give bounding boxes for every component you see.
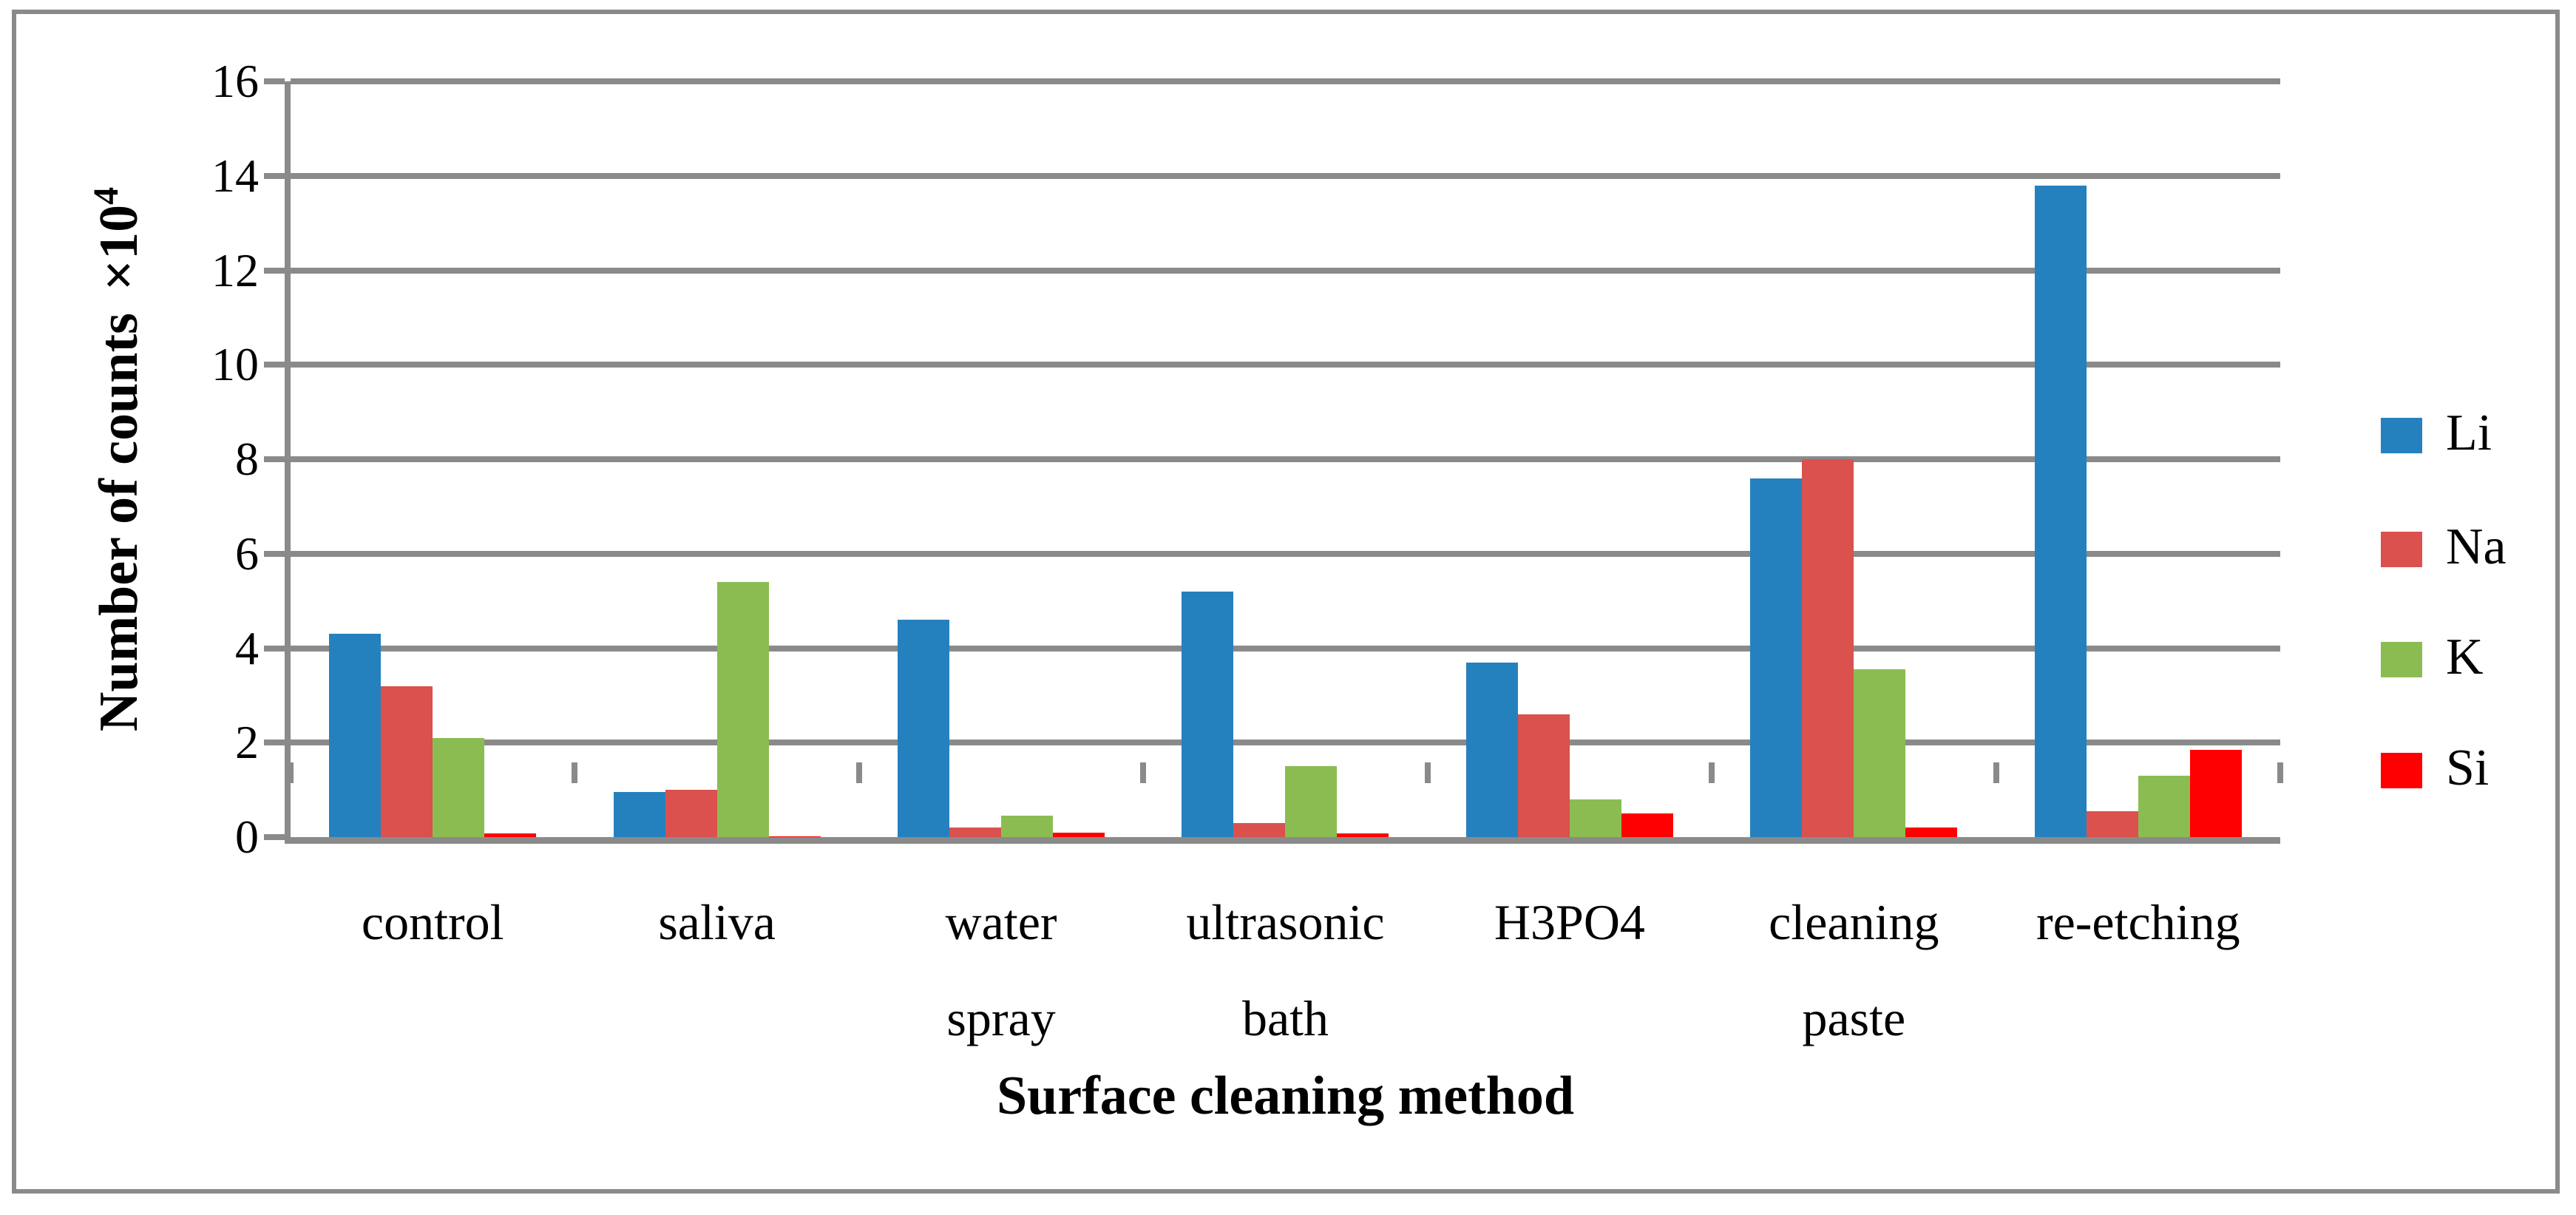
bar-group-re-etching [1996,81,2280,837]
y-tick-6 [264,550,285,557]
bar-group-ultrasonic-bath [1143,81,1427,837]
y-tick-4 [264,645,285,652]
bar-Si-ultrasonic-bath [1337,833,1389,837]
bar-group-H3PO4 [1428,81,1712,837]
gridline-y-10 [291,362,2280,368]
x-tick-6 [1993,762,1999,783]
y-tick-label-6: 6 [235,527,259,580]
bar-K-water-spray [1001,816,1054,837]
bar-Li-cleaning-paste [1750,478,1803,837]
gridline-y-6 [291,550,2280,557]
x-tick-5 [1709,762,1715,783]
bar-K-control [433,738,485,837]
y-tick-label-8: 8 [235,433,259,485]
legend-swatch-K [2381,642,2422,677]
bar-group-water-spray [859,81,1143,837]
category-label-saliva: saliva [658,894,776,950]
y-tick-12 [264,267,285,274]
bar-Si-cleaning-paste [1905,828,1958,837]
plot-area [285,78,2280,844]
x-tick-1 [572,762,578,783]
bar-K-re-etching [2138,776,2190,837]
x-axis-title: Surface cleaning method [996,1066,1575,1126]
bar-K-cleaning-paste [1854,669,1906,837]
bar-Li-water-spray [898,620,950,837]
bar-Li-H3PO4 [1465,663,1518,837]
y-tick-0 [264,834,285,840]
bar-Si-control [484,833,537,837]
bar-K-ultrasonic-bath [1285,766,1338,837]
y-tick-10 [264,362,285,368]
legend-swatch-Si [2381,753,2422,788]
y-tick-label-12: 12 [211,243,259,297]
x-tick-0 [288,762,294,783]
gridline-y-4 [291,645,2280,652]
category-label-control: control [361,894,504,950]
y-tick-16 [264,78,285,84]
x-tick-2 [855,762,862,783]
legend-label-K: K [2446,629,2484,686]
gridline-y-8 [291,456,2280,462]
bar-Na-saliva [665,790,717,837]
y-tick-2 [264,740,285,746]
y-tick-label-14: 14 [211,149,259,202]
bar-group-cleaning-paste [1712,81,1996,837]
bar-Li-re-etching [2034,186,2087,837]
y-tick-label-10: 10 [211,338,259,391]
x-tick-4 [1424,762,1431,783]
gridline-y-2 [291,740,2280,746]
bar-K-saliva [716,582,769,837]
bar-Li-ultrasonic-bath [1182,592,1234,837]
gridline-y-12 [291,267,2280,274]
y-tick-label-16: 16 [211,55,259,107]
bar-Na-control [381,686,433,837]
bar-Si-re-etching [2189,750,2242,837]
legend-label-Si: Si [2446,740,2489,796]
category-label-re-etching: re-etching [2036,894,2240,950]
bar-Li-saliva [613,792,665,837]
bar-Si-water-spray [1053,833,1105,837]
y-tick-label-2: 2 [235,716,259,769]
gridline-y-16 [291,78,2280,84]
figure-border [12,10,2560,1194]
bar-Na-re-etching [2086,811,2138,837]
y-tick-8 [264,456,285,462]
x-tick-7 [2277,762,2283,783]
bar-Li-control [329,634,382,837]
bar-K-H3PO4 [1569,799,1621,837]
bar-group-saliva [574,81,858,837]
gridline-y-14 [291,172,2280,179]
bar-Si-H3PO4 [1621,813,1673,837]
legend-label-Na: Na [2446,518,2506,575]
y-tick-label-0: 0 [235,810,259,863]
legend-label-Li: Li [2446,405,2492,461]
category-label-ultrasonic-bath: ultrasonic bath [1186,894,1385,1046]
category-label-H3PO4: H3PO4 [1494,894,1645,950]
legend-swatch-Li [2381,418,2422,453]
bar-Na-water-spray [949,828,1002,837]
bar-group-control [291,81,574,837]
bar-Na-ultrasonic-bath [1233,823,1286,837]
legend-swatch-Na [2381,532,2422,567]
bar-Na-H3PO4 [1517,714,1570,837]
category-label-cleaning-paste: cleaning paste [1769,894,1939,1046]
y-tick-label-4: 4 [235,621,259,674]
category-label-water-spray: water spray [945,894,1057,1046]
y-tick-14 [264,172,285,179]
x-tick-3 [1140,762,1147,783]
bar-Na-cleaning-paste [1802,459,1854,837]
bar-Si-saliva [768,836,821,837]
